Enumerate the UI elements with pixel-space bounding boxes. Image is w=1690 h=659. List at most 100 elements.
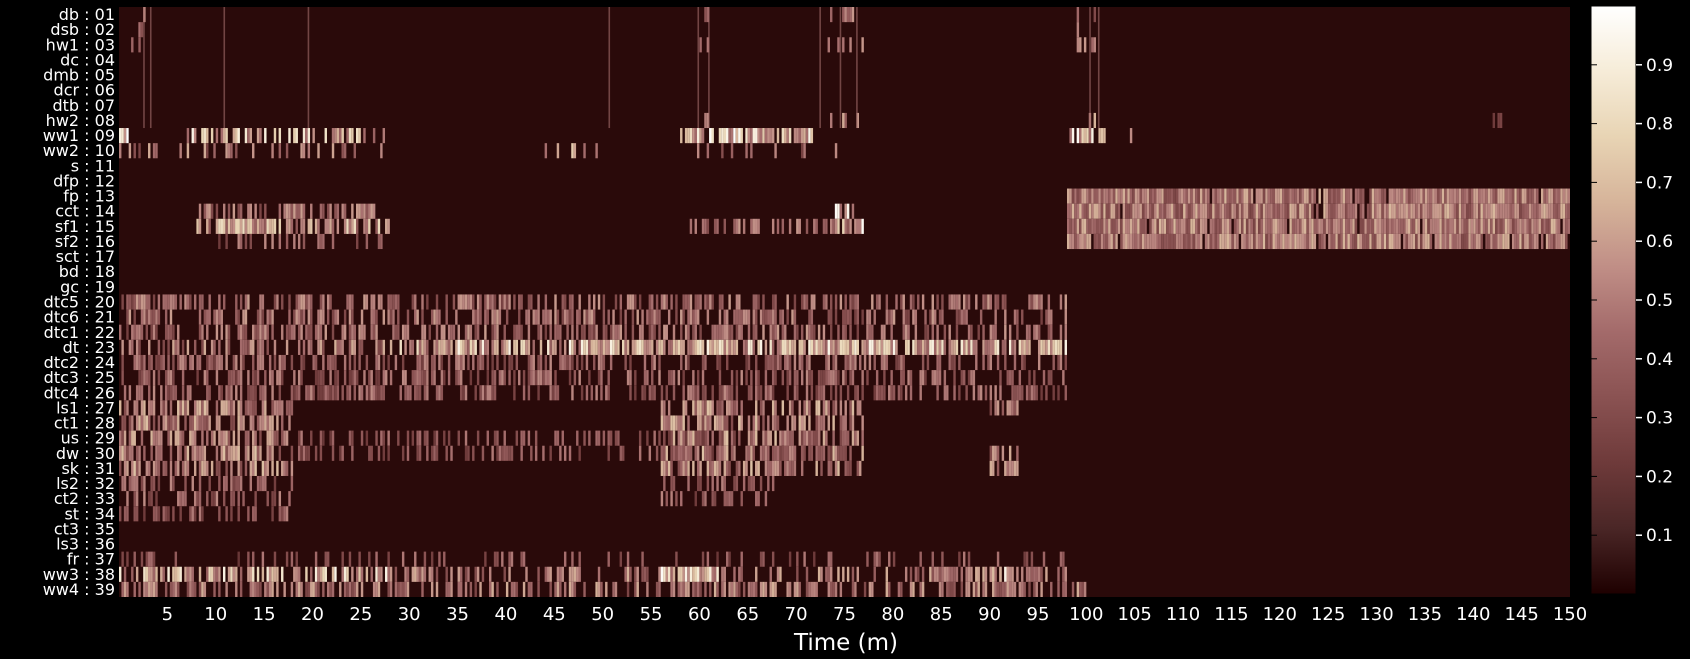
heatmap-cell: [846, 339, 850, 355]
heatmap-cell: [1359, 218, 1363, 234]
heatmap-cell: [244, 400, 248, 416]
heatmap-cell: [1405, 218, 1408, 234]
heatmap-cell: [160, 400, 163, 416]
heatmap-cell: [247, 385, 250, 401]
heatmap-cell: [135, 339, 139, 355]
heatmap-cell: [305, 324, 308, 340]
heatmap-cell: [314, 566, 318, 582]
heatmap-cell: [1403, 233, 1406, 250]
heatmap-cell: [527, 581, 531, 597]
heatmap-cell: [1204, 203, 1208, 219]
heatmap-cell: [326, 309, 330, 325]
heatmap-cell: [1236, 218, 1239, 234]
heatmap-cell: [919, 370, 922, 386]
heatmap-cell: [457, 354, 460, 371]
heatmap-cell: [227, 370, 231, 386]
heatmap-cell: [203, 581, 207, 597]
heatmap-cell: [1033, 581, 1036, 597]
heatmap-cell: [322, 566, 325, 582]
heatmap-cell: [1301, 233, 1304, 250]
heatmap-cell: [259, 128, 262, 144]
heatmap-cell: [1013, 460, 1017, 476]
heatmap-cell: [472, 445, 475, 461]
heatmap-cell: [672, 445, 676, 461]
heatmap-cell: [817, 445, 821, 461]
heatmap-cell: [730, 128, 734, 144]
heatmap-cell: [1482, 218, 1486, 234]
heatmap-cell: [1504, 203, 1508, 219]
heatmap-cell: [196, 370, 199, 386]
heatmap-cell: [491, 445, 494, 461]
heatmap-cell: [663, 324, 666, 340]
heatmap-cell: [322, 354, 325, 371]
heatmap-cell: [576, 566, 579, 582]
heatmap-cell: [1011, 581, 1014, 597]
heatmap-cell: [1013, 339, 1017, 355]
heatmap-cell: [609, 354, 613, 371]
heatmap-cell: [356, 370, 359, 386]
heatmap-cell: [696, 475, 700, 492]
heatmap-cell: [634, 370, 637, 386]
heatmap-cell: [735, 385, 739, 401]
heatmap-cell: [849, 370, 852, 386]
heatmap-cell: [764, 128, 768, 144]
heatmap-cell: [1129, 188, 1133, 204]
heatmap-cell: [1207, 233, 1210, 250]
heatmap-cell: [902, 309, 905, 325]
heatmap-cell: [1277, 233, 1280, 250]
heatmap-cell: [936, 339, 939, 355]
heatmap-cell: [1410, 188, 1413, 204]
heatmap-cell: [549, 385, 552, 401]
heatmap-cell: [846, 430, 850, 446]
heatmap-cell: [677, 415, 681, 431]
heatmap-cell: [663, 460, 666, 476]
heatmap-cell: [1100, 233, 1104, 250]
heatmap-cell: [829, 112, 833, 129]
heatmap-cell: [854, 385, 857, 401]
heatmap-cell: [1190, 233, 1193, 250]
heatmap-cell: [225, 354, 228, 371]
heatmap-cell: [873, 385, 876, 401]
heatmap-cell: [568, 566, 572, 582]
heatmap-cell: [1279, 233, 1283, 250]
heatmap-cell: [1127, 233, 1130, 250]
heatmap-cell: [1502, 218, 1505, 234]
heatmap-cell: [888, 309, 891, 325]
heatmap-cell: [1207, 203, 1210, 219]
heatmap-cell: [1342, 203, 1346, 219]
heatmap-cell: [278, 203, 282, 219]
heatmap-cell: [380, 294, 383, 310]
heatmap-cell: [1567, 203, 1570, 219]
heatmap-cell: [1219, 218, 1222, 234]
heatmap-cell: [849, 37, 852, 53]
heatmap-cell: [781, 400, 785, 416]
heatmap-cell: [1076, 218, 1080, 234]
heatmap-cell: [677, 339, 681, 355]
heatmap-cell: [472, 294, 475, 310]
heatmap-cell: [268, 354, 272, 371]
heatmap-cell: [222, 400, 226, 416]
heatmap-cell: [829, 324, 833, 340]
heatmap-cell: [430, 370, 434, 386]
heatmap-cell: [597, 354, 601, 371]
heatmap-cell: [237, 128, 240, 144]
heatmap-cell: [786, 430, 789, 446]
heatmap-cell: [1146, 233, 1150, 250]
heatmap-cell: [730, 430, 734, 446]
heatmap-cell: [774, 415, 777, 431]
heatmap-cell: [343, 203, 347, 219]
heatmap-cell: [256, 370, 260, 386]
heatmap-cell: [996, 339, 1000, 355]
x-tick-label: 70: [785, 604, 808, 625]
heatmap-cell: [196, 445, 199, 461]
heatmap-cell: [1076, 581, 1080, 597]
heatmap-cell: [955, 309, 959, 325]
heatmap-cell: [459, 354, 463, 371]
heatmap-cell: [1110, 188, 1113, 204]
heatmap-cell: [256, 324, 260, 340]
heatmap-cell: [740, 309, 743, 325]
heatmap-cell: [1451, 188, 1454, 204]
heatmap-cell: [689, 430, 693, 446]
heatmap-cell: [1076, 203, 1080, 219]
